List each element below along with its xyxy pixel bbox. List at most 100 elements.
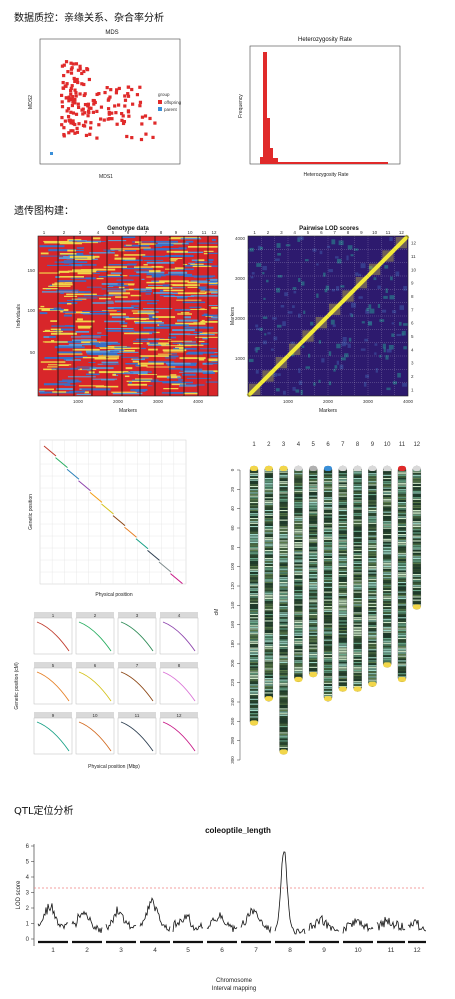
linkage-band bbox=[338, 471, 347, 473]
linkage-band bbox=[250, 487, 258, 489]
linkage-band bbox=[250, 698, 258, 700]
linkage-band bbox=[368, 572, 377, 574]
linkage-svg: 1 2 3 4 5 6 7 8 9 10 11 12 020406080100120140160180… bbox=[214, 442, 422, 764]
linkage-band bbox=[309, 535, 318, 537]
linkage-band bbox=[294, 566, 303, 568]
lod-x-tick: 4000 bbox=[403, 399, 414, 404]
linkage-band bbox=[398, 663, 406, 665]
linkage-band bbox=[294, 550, 303, 552]
linkage-band bbox=[279, 689, 288, 691]
linkage-band bbox=[279, 649, 288, 651]
linkage-band bbox=[294, 594, 303, 596]
linkage-band bbox=[309, 532, 318, 534]
linkage-band bbox=[294, 498, 303, 500]
linkage-band bbox=[398, 644, 406, 646]
linkage-band bbox=[294, 535, 303, 537]
genotype-stripe bbox=[133, 340, 149, 342]
linkage-band bbox=[309, 658, 318, 660]
linkage-band bbox=[338, 500, 347, 502]
linkage-band bbox=[294, 474, 303, 476]
linkage-band bbox=[309, 575, 318, 577]
mds-point bbox=[67, 97, 71, 101]
linkage-band bbox=[294, 481, 303, 483]
linkage-band bbox=[264, 689, 273, 691]
linkage-band bbox=[398, 551, 406, 553]
mds-point bbox=[81, 123, 86, 128]
linkage-band bbox=[279, 508, 288, 510]
linkage-band bbox=[264, 607, 273, 609]
genotype-stripe bbox=[105, 300, 114, 302]
genotype-stripe bbox=[132, 241, 153, 243]
lod-xlabel: Markers bbox=[319, 408, 338, 414]
linkage-band bbox=[324, 585, 332, 587]
linkage-band bbox=[309, 594, 318, 596]
linkage-band bbox=[368, 582, 377, 584]
mds-point bbox=[71, 62, 75, 66]
linkage-band bbox=[368, 508, 377, 510]
linkage-band bbox=[279, 644, 288, 646]
linkage-cap bbox=[264, 466, 273, 471]
linkage-band bbox=[264, 537, 273, 539]
genotype-stripe bbox=[80, 313, 93, 315]
linkage-band bbox=[338, 556, 347, 558]
linkage-band bbox=[264, 614, 273, 616]
genotype-stripe bbox=[155, 248, 187, 250]
lod-noise-cell bbox=[321, 358, 325, 363]
mds-point bbox=[138, 85, 142, 89]
linkage-band bbox=[412, 601, 421, 603]
linkage-band bbox=[264, 590, 273, 592]
linkage-band bbox=[368, 540, 377, 542]
lod-noise-cell bbox=[347, 245, 353, 250]
mds-point bbox=[82, 82, 86, 87]
lod-diagonal bbox=[246, 234, 410, 398]
genotype-stripe bbox=[75, 320, 95, 323]
linkage-band bbox=[264, 673, 273, 675]
mds-point bbox=[73, 88, 77, 92]
linkage-band bbox=[294, 506, 303, 508]
genotype-stripe bbox=[174, 251, 204, 254]
linkage-band bbox=[324, 646, 332, 648]
linkage-band bbox=[264, 543, 273, 545]
linkage-band bbox=[279, 562, 288, 564]
linkage-band bbox=[250, 500, 258, 502]
genotype-stripe bbox=[42, 288, 59, 290]
linkage-band bbox=[264, 567, 273, 569]
linkage-band bbox=[338, 626, 347, 628]
linkage-band bbox=[250, 630, 258, 632]
genotype-stripe bbox=[177, 319, 199, 322]
linkage-band bbox=[250, 666, 258, 668]
genotype-stripe bbox=[136, 271, 165, 274]
linkage-band bbox=[324, 542, 332, 544]
linkage-band bbox=[324, 506, 332, 508]
linkage-band bbox=[250, 662, 258, 664]
linkage-band bbox=[398, 662, 406, 664]
linkage-band bbox=[338, 554, 347, 556]
linkage-band bbox=[383, 556, 392, 558]
linkage-band bbox=[294, 575, 303, 577]
genotype-stripe bbox=[60, 292, 64, 294]
linkage-band bbox=[279, 679, 288, 681]
linkage-band bbox=[412, 492, 421, 494]
linkage-band bbox=[294, 580, 303, 582]
genotype-chrom-label: 7 bbox=[145, 230, 148, 235]
genotype-stripe bbox=[155, 243, 174, 246]
linkage-band bbox=[264, 646, 273, 648]
genotype-stripe bbox=[69, 390, 86, 393]
linkage-band bbox=[398, 578, 406, 580]
linkage-tick: 200 bbox=[230, 659, 235, 667]
linkage-band bbox=[250, 564, 258, 566]
linkage-band bbox=[353, 582, 362, 584]
linkage-band bbox=[264, 636, 273, 638]
linkage-band bbox=[279, 529, 288, 531]
linkage-band bbox=[309, 610, 318, 612]
lod-x-ticks: 1000 2000 3000 4000 bbox=[283, 399, 414, 404]
linkage-band bbox=[368, 663, 377, 665]
linkage-band bbox=[324, 570, 332, 572]
linkage-band bbox=[279, 594, 288, 596]
linkage-band bbox=[398, 514, 406, 516]
linkage-band bbox=[383, 527, 392, 529]
linkage-band bbox=[383, 601, 392, 603]
facet-strip bbox=[76, 612, 114, 618]
